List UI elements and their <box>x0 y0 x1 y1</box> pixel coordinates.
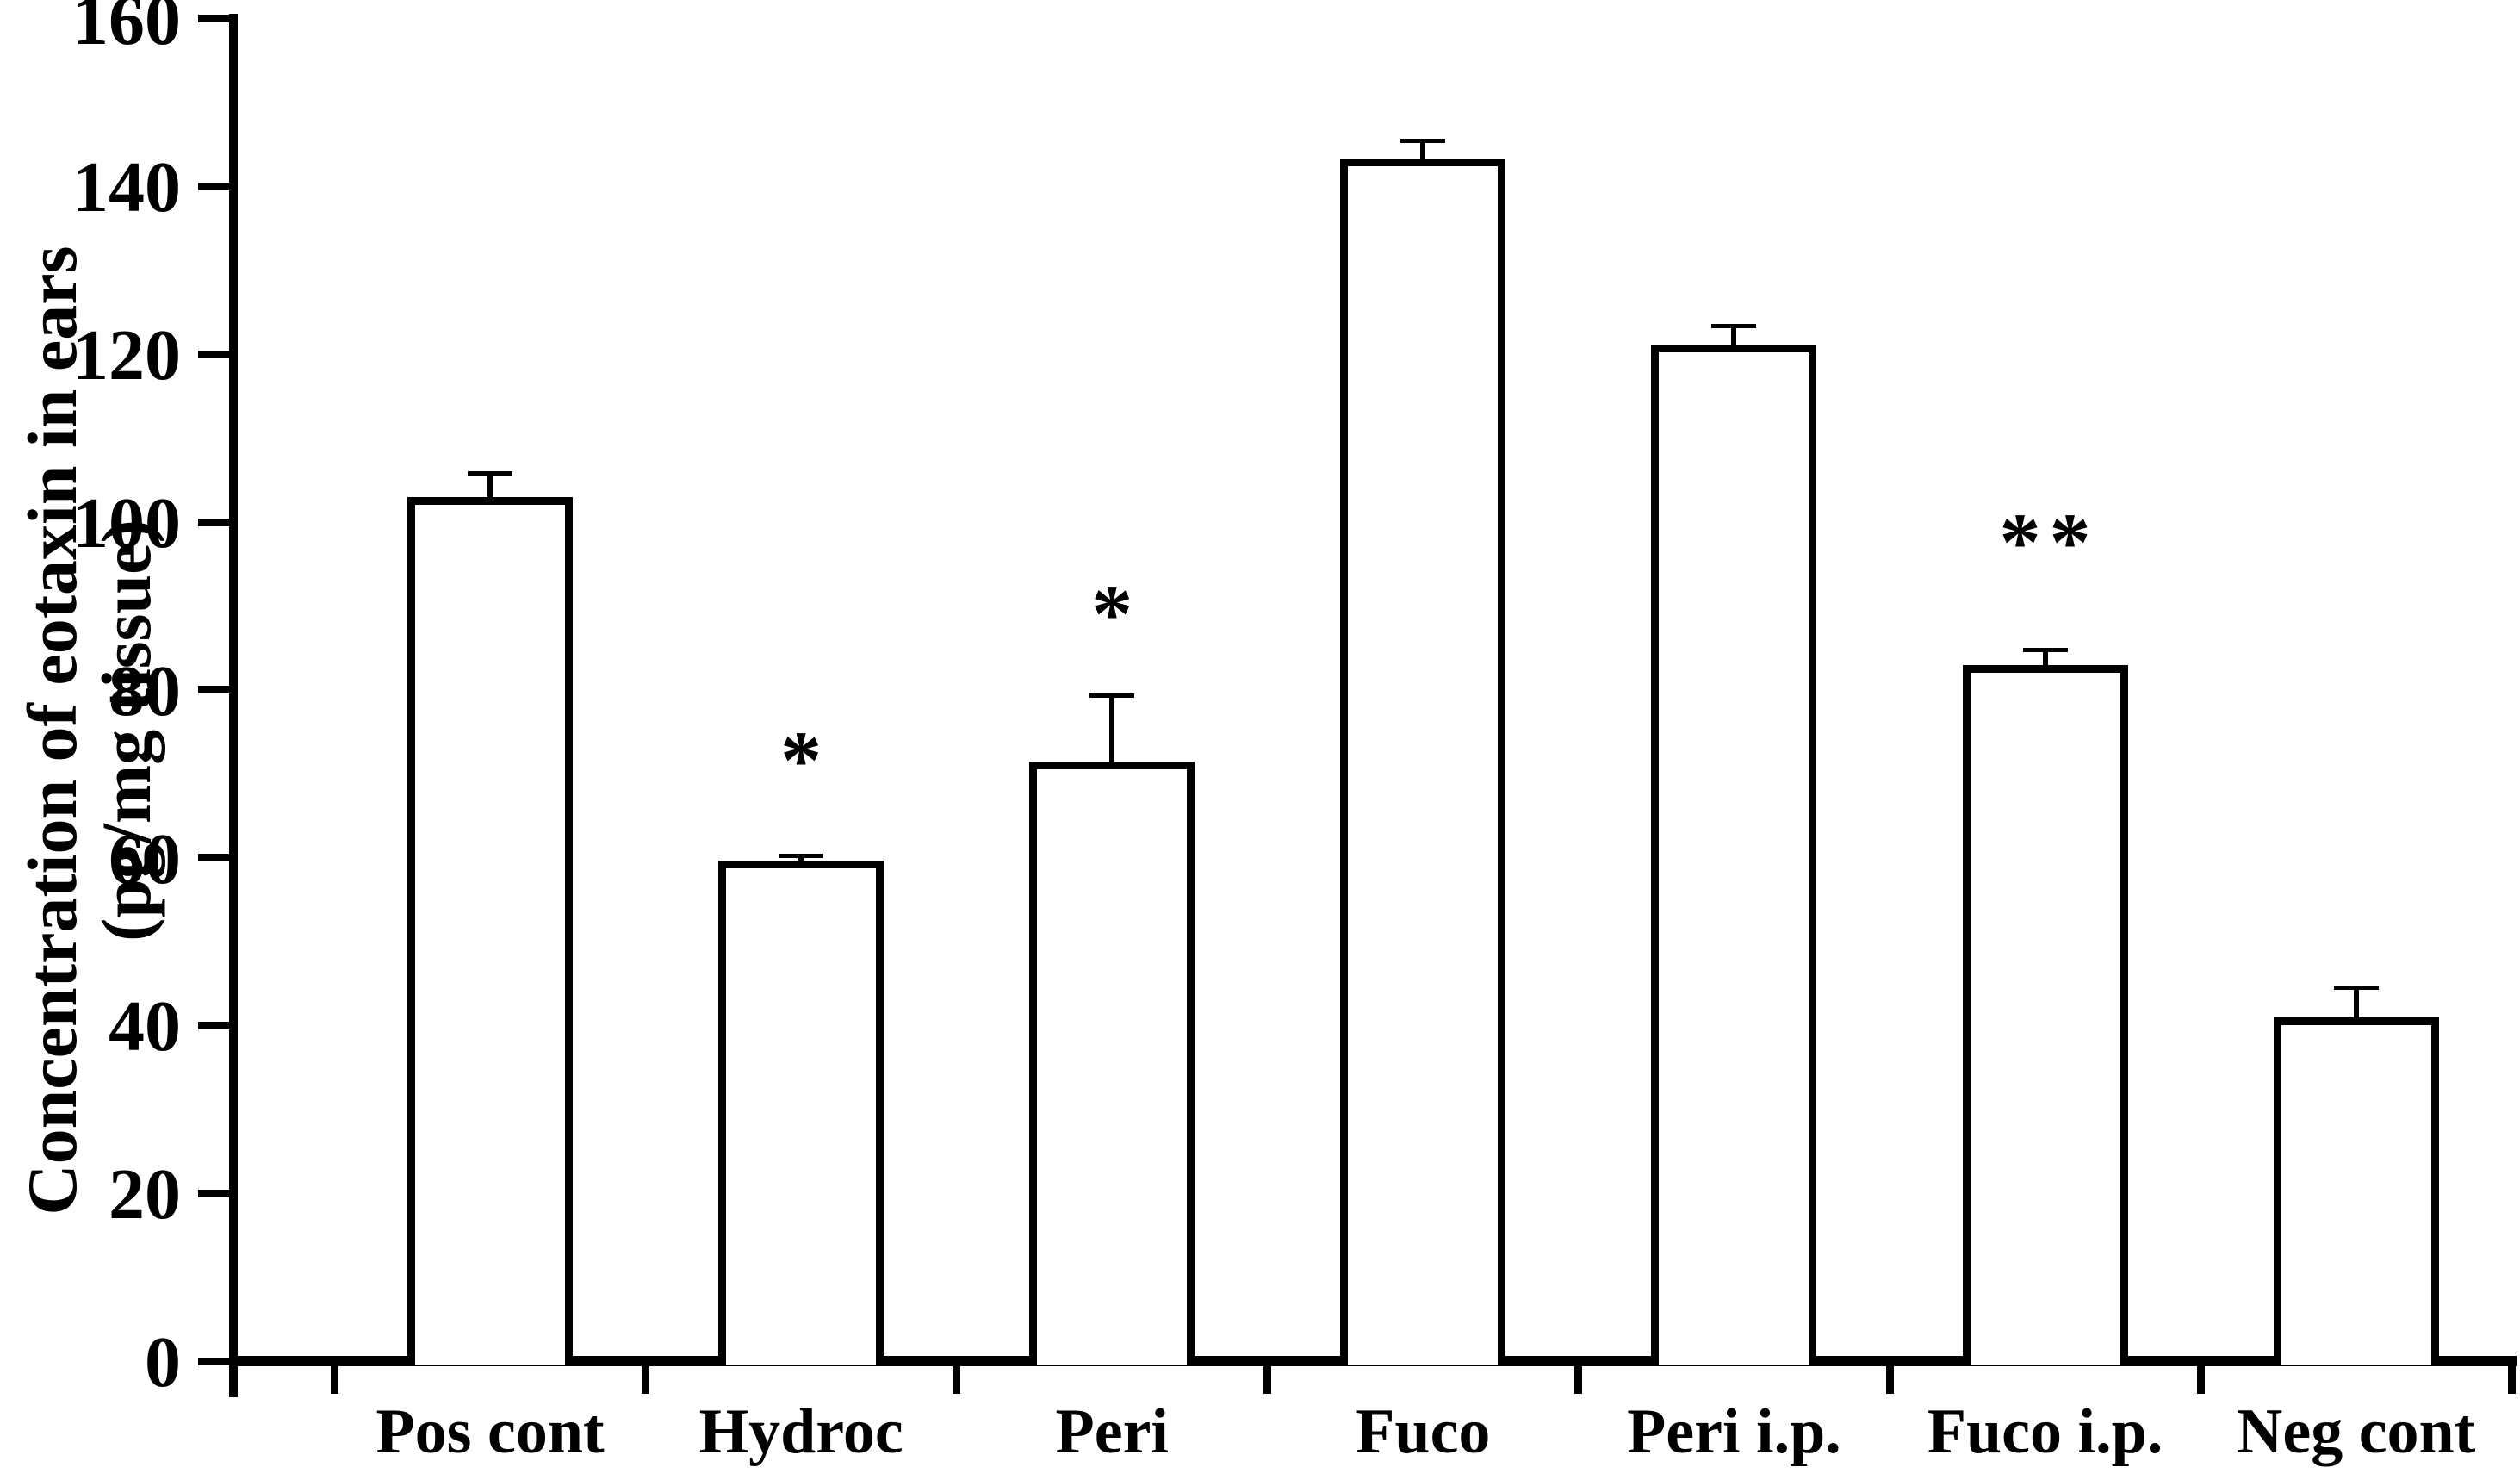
error-bar-cap <box>779 853 824 858</box>
category-label: Peri <box>1055 1396 1169 1467</box>
error-bar-stem <box>487 475 493 501</box>
error-bar-cap <box>468 470 513 476</box>
error-bar-cap <box>1711 324 1757 329</box>
bar <box>1962 664 2128 1365</box>
y-tick-label: 60 <box>109 818 181 899</box>
error-bar-stem <box>1109 697 1115 765</box>
y-tick-label: 120 <box>72 315 181 396</box>
significance-marker: ** <box>1999 495 2100 588</box>
bar <box>1651 344 1817 1365</box>
bar <box>1029 761 1195 1365</box>
category-label: Fuco <box>1356 1396 1491 1467</box>
y-tick-label: 140 <box>72 147 181 228</box>
y-tick-label: 0 <box>145 1322 181 1402</box>
y-axis-tick <box>198 854 229 862</box>
bar <box>2273 1017 2439 1365</box>
error-bar-stem <box>798 857 804 864</box>
y-tick-label: 160 <box>72 0 181 60</box>
category-label: Hydroc <box>698 1396 903 1467</box>
significance-marker: * <box>1091 567 1142 660</box>
y-tick-label: 100 <box>72 483 181 563</box>
error-bar-stem <box>1731 328 1737 348</box>
category-label: Neg cont <box>2236 1396 2476 1467</box>
x-axis-tick <box>1574 1361 1583 1394</box>
x-axis-tick <box>2507 1361 2516 1394</box>
error-bar-stem <box>1420 142 1426 163</box>
y-tick-label: 40 <box>109 986 181 1067</box>
error-bar-cap <box>1400 138 1446 143</box>
category-label: Pos cont <box>376 1396 605 1467</box>
category-label: Fuco i.p. <box>1927 1396 2163 1467</box>
y-tick-label: 80 <box>109 650 181 731</box>
y-axis-tick <box>198 15 229 23</box>
x-axis-tick <box>1263 1361 1272 1394</box>
error-bar-stem <box>2353 989 2359 1021</box>
bar <box>407 496 574 1365</box>
x-axis-tick <box>642 1361 650 1394</box>
y-tick-label: 20 <box>109 1154 181 1235</box>
error-bar-stem <box>2042 652 2048 668</box>
error-bar-cap <box>2022 648 2068 653</box>
error-bar-cap <box>2333 985 2379 990</box>
error-bar-cap <box>1089 693 1135 698</box>
y-axis-tick <box>198 686 229 694</box>
x-axis-tick <box>1885 1361 1894 1394</box>
y-axis-tick <box>198 1357 229 1365</box>
bar <box>1340 159 1506 1365</box>
y-axis-title-line1: Concentration of eotaxin in ears <box>13 246 91 1216</box>
x-axis-tick <box>953 1361 961 1394</box>
x-axis-tick <box>331 1361 338 1394</box>
y-axis-tick <box>198 518 229 526</box>
y-axis-tick <box>198 350 229 358</box>
category-label: Peri i.p. <box>1627 1396 1841 1467</box>
y-axis-tick <box>198 1021 229 1029</box>
y-axis-line <box>229 14 238 1397</box>
y-axis-tick <box>198 1189 229 1197</box>
significance-marker: * <box>780 713 831 806</box>
y-axis-tick <box>198 182 229 190</box>
bar <box>718 860 884 1365</box>
x-axis-tick <box>2196 1361 2205 1394</box>
